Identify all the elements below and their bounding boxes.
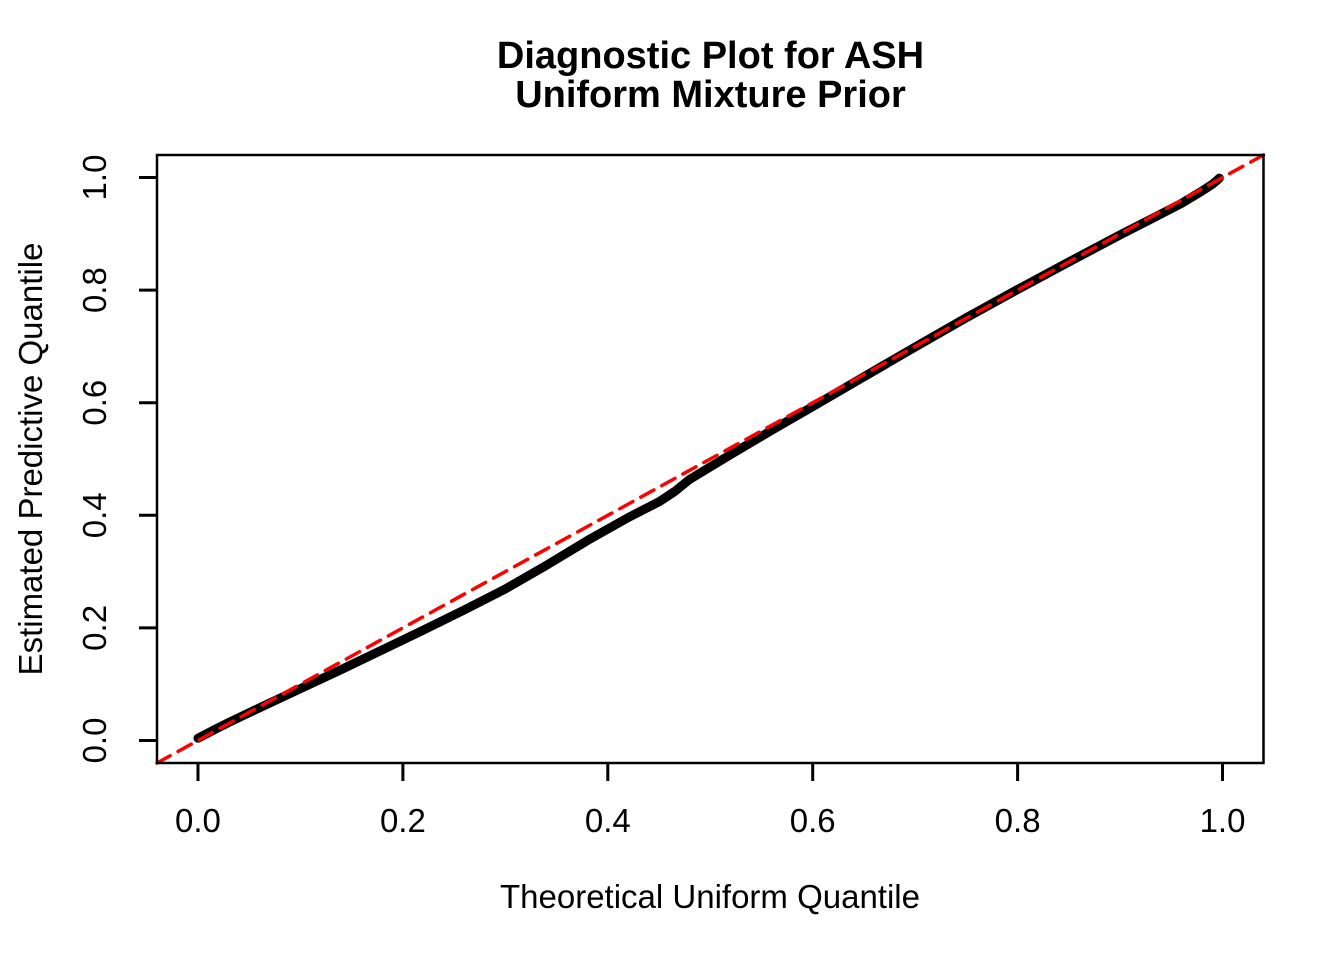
series-layer: [155, 153, 1266, 765]
y-axis-tick-label: 0.6: [76, 380, 113, 426]
plot-title-line1: Diagnostic Plot for ASH: [496, 35, 925, 77]
x-axis-tick-label: 0.6: [790, 802, 836, 839]
y-axis-tick-label: 1.0: [76, 155, 113, 201]
x-axis-tick-label: 0.4: [585, 802, 631, 839]
y-axis-tick-label: 0.8: [76, 267, 113, 313]
y-axis-tick-label: 0.2: [76, 605, 113, 651]
reference-diagonal-y-equals-x: [155, 153, 1266, 765]
plot-border: [155, 153, 1265, 765]
frame-layer: [155, 153, 1265, 765]
x-axis-tick-label: 0.0: [175, 802, 221, 839]
estimated-predictive-quantile-curve: [193, 173, 1224, 743]
x-axis-tick-label: 0.2: [380, 802, 426, 839]
x-axis-tick-label: 0.8: [995, 802, 1041, 839]
y-axis-tick-label: 0.0: [76, 718, 113, 764]
x-axis-tick-label: 1.0: [1200, 802, 1246, 839]
y-axis-tick-label: 0.4: [76, 492, 113, 538]
plot-title-line2: Uniform Mixture Prior: [515, 74, 906, 116]
y-axis-title: Estimated Predictive Quantile: [12, 243, 49, 676]
ticks-layer: 0.0 0.2 0.4 0.6 0.8 1.0 0.0 0.2 0.4 0.6 0.8 1.0: [76, 155, 1245, 839]
plot-title: Diagnostic Plot for ASH Uniform Mixture …: [157, 37, 1264, 115]
x-axis-title: Theoretical Uniform Quantile: [500, 878, 920, 915]
